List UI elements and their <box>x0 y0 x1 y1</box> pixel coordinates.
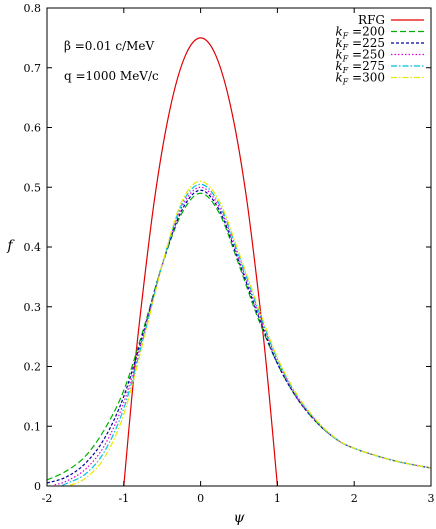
x-tick-label: -1 <box>118 492 129 505</box>
axis-tick-labels: -2 -1 0 1 2 3 0 0.1 0.2 0.3 0.4 0.5 0.6 0.7 0.8 <box>24 2 435 505</box>
legend-label: RFG <box>358 13 385 27</box>
x-axis-label: ψ <box>234 510 246 526</box>
annotation-beta: β =0.01 c/MeV <box>64 39 154 53</box>
y-tick-label: 0.2 <box>24 361 42 374</box>
legend-label: kF =200 <box>335 25 385 41</box>
legend-label: kF =250 <box>335 48 385 64</box>
x-tick-label: 1 <box>274 492 281 505</box>
y-tick-label: 0.5 <box>24 181 42 194</box>
y-axis-label: f <box>6 238 15 254</box>
y-tick-label: 0.3 <box>24 301 42 314</box>
series-line-5 <box>69 180 432 486</box>
x-tick-label: 2 <box>351 492 358 505</box>
x-tick-label: 3 <box>428 492 435 505</box>
legend-label: kF =275 <box>335 59 385 75</box>
legend-label: kF =300 <box>335 71 385 87</box>
y-tick-label: 0.1 <box>24 420 42 433</box>
y-tick-label: 0.6 <box>24 122 42 135</box>
axis-ticks <box>46 7 432 487</box>
y-tick-label: 0.8 <box>24 2 42 15</box>
y-tick-label: 0.7 <box>24 62 42 75</box>
y-tick-label: 0.4 <box>24 241 42 254</box>
y-tick-label: 0 <box>34 480 41 493</box>
annotation-q: q =1000 MeV/c <box>64 69 159 83</box>
x-tick-label: 0 <box>197 492 204 505</box>
x-tick-label: -2 <box>42 492 53 505</box>
plot-series <box>46 37 432 487</box>
legend-label: kF =225 <box>335 36 385 52</box>
